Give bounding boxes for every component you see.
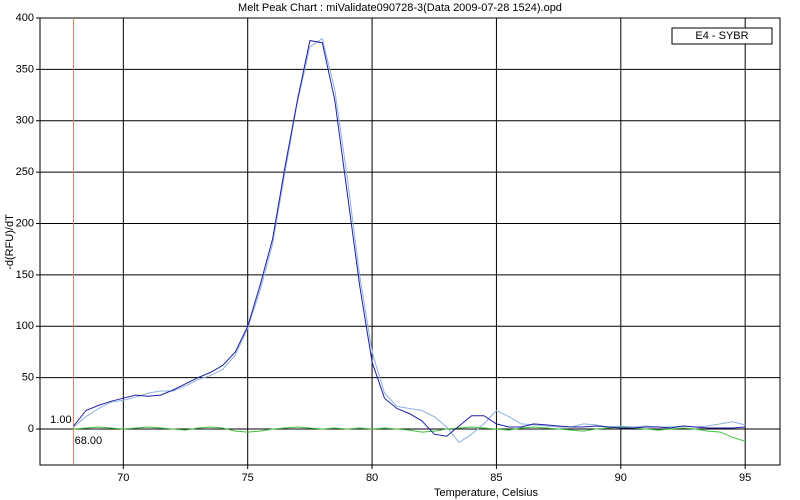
plot-area [39, 17, 781, 466]
x-tick-label: 95 [739, 472, 751, 484]
x-tick-label: 75 [242, 472, 254, 484]
y-tick-label: 300 [16, 115, 34, 127]
cursor-x-label: 68.00 [75, 435, 103, 447]
x-axis-label: Temperature, Celsius [434, 487, 538, 499]
y-tick-label: 50 [22, 372, 34, 384]
series-line [73, 37, 746, 444]
y-tick-label: 200 [16, 217, 34, 229]
y-tick-label: 100 [16, 320, 34, 332]
chart-title: Melt Peak Chart : miValidate090728-3(Dat… [238, 2, 562, 14]
x-tick-label: 80 [366, 472, 378, 484]
y-tick-label: 250 [16, 166, 34, 178]
x-tick-label: 70 [117, 472, 129, 484]
y-tick-label: 400 [16, 12, 34, 24]
cursor-y-label: 1.00 [50, 414, 71, 426]
y-tick-label: 350 [16, 63, 34, 75]
legend-label: E4 - SYBR [695, 30, 748, 42]
legend-box [671, 27, 773, 45]
y-tick-label: 0 [28, 423, 34, 435]
x-tick-label: 90 [615, 472, 627, 484]
y-axis-label: -d(RFU)/dT [4, 214, 16, 270]
y-tick-label: 150 [16, 269, 34, 281]
x-tick-label: 85 [490, 472, 502, 484]
series-line [73, 40, 746, 437]
